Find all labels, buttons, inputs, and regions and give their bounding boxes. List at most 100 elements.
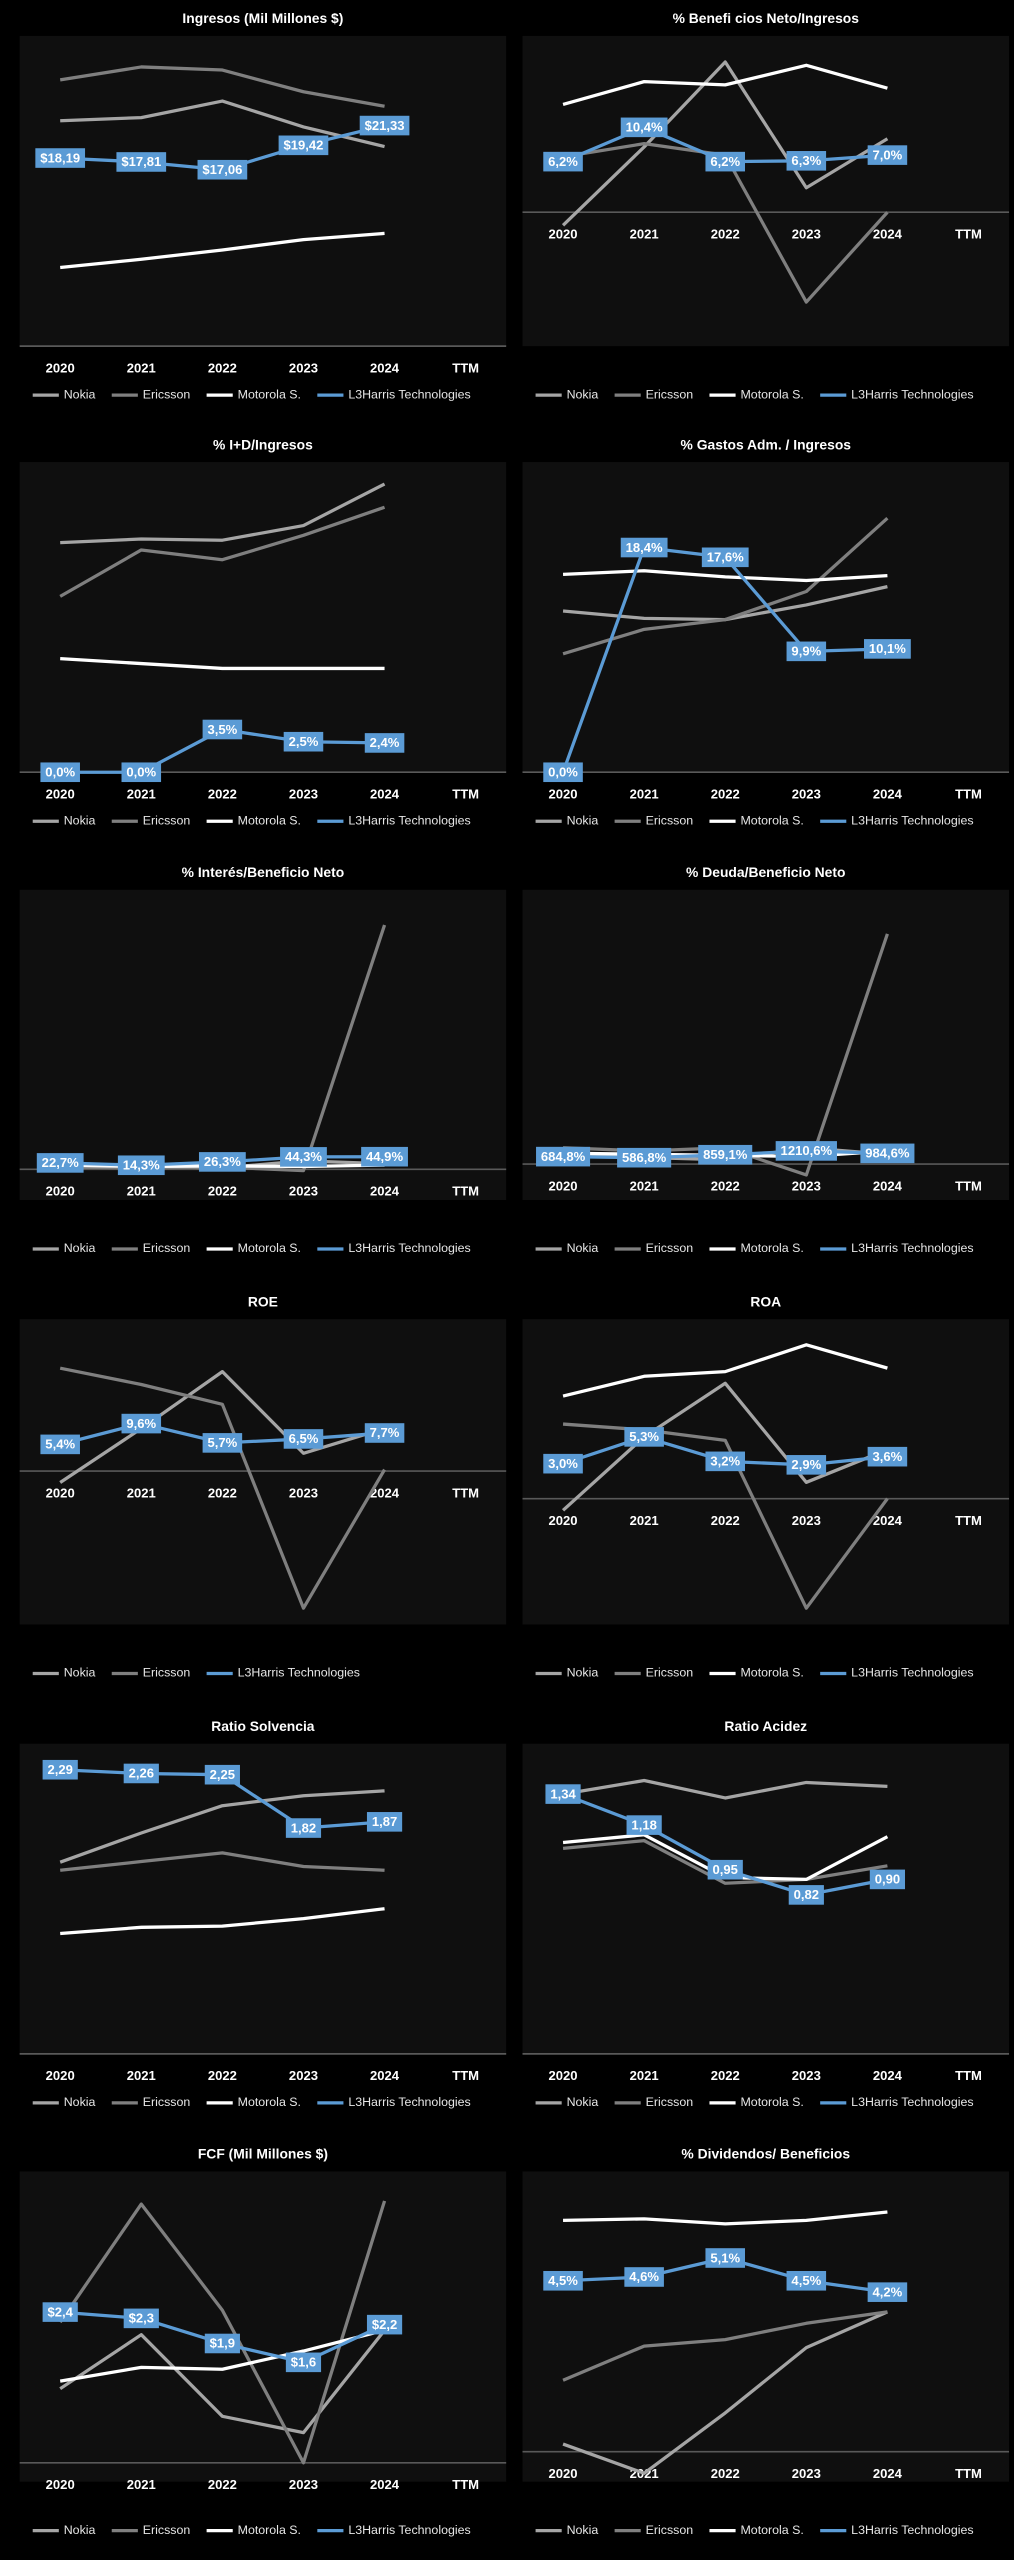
data-label: 10,1% <box>869 641 906 656</box>
series-line <box>60 231 385 270</box>
data-label: 9,9% <box>791 644 821 659</box>
legend-label: L3Harris Technologies <box>238 1666 360 1680</box>
data-label-box <box>366 1812 403 1832</box>
data-label: 18,4% <box>626 540 663 555</box>
data-label-box <box>620 117 668 138</box>
legend-label: Nokia <box>567 2523 599 2537</box>
chart-title: FCF (Mil Millones $) <box>198 2146 328 2162</box>
series-line <box>562 569 888 583</box>
data-label-box <box>617 1147 672 1168</box>
x-tick-label: 2021 <box>630 1178 659 1193</box>
data-label-box <box>867 2282 908 2302</box>
legend-label: Motorola S. <box>740 387 803 401</box>
legend-label: Ericsson <box>646 814 694 828</box>
chart-title: % Deuda/Beneficio Neto <box>686 864 845 880</box>
data-label: 1,82 <box>291 1820 316 1835</box>
x-tick-label: 2022 <box>208 787 237 802</box>
x-tick-label: 2022 <box>711 2466 740 2481</box>
data-label-box <box>36 1153 84 1173</box>
series-line <box>562 63 888 107</box>
x-tick-label: 2023 <box>289 360 318 375</box>
data-label-box <box>204 2333 240 2354</box>
data-label-box <box>860 1143 915 1164</box>
series-line <box>562 1343 888 1398</box>
chart-title: Ratio Acidez <box>724 1718 807 1734</box>
x-tick-label: 2024 <box>370 1485 400 1500</box>
series-line <box>561 1381 889 1512</box>
x-tick-label: 2024 <box>873 1178 903 1193</box>
legend-label: Nokia <box>567 2095 599 2109</box>
x-tick-label: 2024 <box>873 787 903 802</box>
data-label: 6,5% <box>289 1431 319 1446</box>
legend-label: L3Harris Technologies <box>851 387 973 401</box>
data-label: $2,4 <box>47 2304 73 2319</box>
series-line <box>60 657 385 671</box>
data-label: 2,25 <box>210 1767 235 1782</box>
data-label-box <box>121 1413 162 1434</box>
data-label: 17,6% <box>707 550 744 565</box>
series-line <box>60 482 386 545</box>
data-label-box <box>869 1869 906 1890</box>
x-tick-label: 2023 <box>792 2466 821 2481</box>
x-tick-label: 2024 <box>370 2477 400 2492</box>
data-label: 5,1% <box>710 2250 740 2265</box>
legend-label: Ericsson <box>646 2095 694 2109</box>
x-tick-label: TTM <box>955 1513 982 1528</box>
data-label-box <box>705 151 746 172</box>
x-tick-label: TTM <box>955 2466 982 2481</box>
series-line <box>59 1366 386 1610</box>
x-tick-label: 2020 <box>46 1184 75 1199</box>
legend-label: Ericsson <box>646 387 694 401</box>
data-label-box <box>545 1784 581 1804</box>
data-label: 7,7% <box>370 1425 400 1440</box>
legend-label: Motorola S. <box>740 2523 803 2537</box>
x-tick-label: TTM <box>955 787 982 802</box>
x-tick-label: TTM <box>955 227 982 242</box>
x-tick-label: 2021 <box>630 1513 659 1528</box>
x-tick-label: TTM <box>452 1184 479 1199</box>
series-line <box>562 2310 888 2382</box>
data-label: 2,29 <box>47 1762 72 1777</box>
chart-title: % Gastos Adm. / Ingresos <box>681 436 852 452</box>
legend-label: L3Harris Technologies <box>348 387 470 401</box>
x-tick-label: 2022 <box>208 1184 237 1199</box>
series-line <box>562 517 889 656</box>
legend-label: L3Harris Technologies <box>348 1241 470 1255</box>
x-tick-label: 2024 <box>370 360 400 375</box>
x-tick-label: TTM <box>452 2477 479 2492</box>
plot-area <box>19 462 507 773</box>
data-label: $17,06 <box>202 162 242 177</box>
x-tick-label: 2023 <box>289 1184 318 1199</box>
chart-title: % Benefi cios Neto/Ingresos <box>673 10 860 26</box>
data-label: 3,6% <box>873 1449 903 1464</box>
x-tick-label: 2023 <box>289 2477 318 2492</box>
data-label: 44,9% <box>366 1149 403 1164</box>
data-label: 6,3% <box>791 153 821 168</box>
plot-area <box>19 1743 507 2054</box>
legend-label: Ericsson <box>646 2523 694 2537</box>
data-label-box <box>536 1146 591 1167</box>
data-label: 3,2% <box>710 1454 740 1469</box>
data-label-box <box>867 145 908 165</box>
legend-label: Ericsson <box>143 2523 191 2537</box>
chart-title: Ingresos (Mil Millones $) <box>182 10 343 26</box>
legend-label: Nokia <box>64 2523 96 2537</box>
series-line <box>59 1370 386 1484</box>
data-label: $18,19 <box>40 150 80 165</box>
x-tick-label: 2024 <box>873 2466 903 2481</box>
legend-label: Nokia <box>64 387 96 401</box>
legend-label: L3Harris Technologies <box>348 814 470 828</box>
data-label-box <box>361 1146 408 1167</box>
data-label: 5,4% <box>45 1437 75 1452</box>
data-label: $1,9 <box>210 2336 235 2351</box>
x-tick-label: 2023 <box>289 787 318 802</box>
data-label: 5,7% <box>207 1435 237 1450</box>
series-line <box>563 2210 888 2226</box>
chart-title: % Dividendos/ Beneficios <box>681 2146 850 2162</box>
legend-label: Motorola S. <box>740 814 803 828</box>
data-label: $1,6 <box>291 2355 316 2370</box>
data-label-box <box>786 2270 827 2291</box>
x-tick-label: 2020 <box>549 787 578 802</box>
data-label: $19,42 <box>284 138 324 153</box>
data-label-box <box>705 1451 746 1472</box>
